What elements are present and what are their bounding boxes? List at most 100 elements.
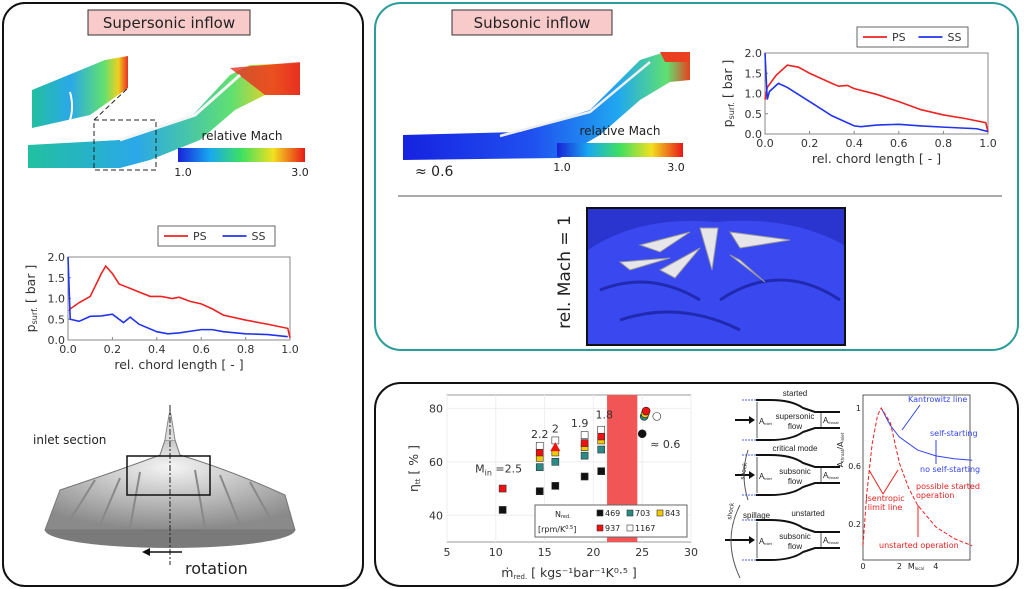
nozzle-flow-label: flow [788, 477, 802, 486]
shock-wave [743, 449, 749, 501]
rotation-label: rotation [185, 559, 248, 578]
x-tick-label: 5 [444, 546, 451, 559]
y-tick-label: 0.6 [848, 462, 861, 471]
x-tick-label: 0.6 [890, 137, 908, 150]
x-tick-label: 0 [860, 562, 865, 571]
y-axis-label: ηtt [ % ] [406, 445, 422, 492]
y-tick-label: 0.0 [745, 128, 763, 141]
shock-wave [730, 504, 741, 579]
data-point-937 [580, 439, 589, 447]
possible-operation-label-2: operation [916, 491, 954, 500]
legend-label-ss: SS [948, 31, 962, 44]
series-line-ps [68, 264, 291, 339]
x-tick-label: 0.4 [148, 343, 166, 356]
x-tick-label: 2 [897, 562, 902, 571]
series-line-ss [764, 52, 989, 133]
x-tick-label: 1.0 [281, 343, 299, 356]
a-inlet-label: Ainlet [759, 472, 773, 481]
inlet-section-box [126, 455, 211, 496]
y-tick-label: 1.5 [48, 272, 66, 285]
legend-title: Nred. [555, 510, 571, 520]
subsonic-colorbar-label: relative Mach [580, 124, 661, 138]
data-point-703 [580, 451, 589, 460]
legend-unit: [rpm/K0.5] [538, 525, 576, 534]
isentropic-pointer-arrows [868, 469, 899, 495]
nozzle-upper-wall [756, 399, 840, 413]
data-point-circle [637, 429, 647, 439]
annotation-label: Min =2.5 [475, 463, 522, 478]
x-axis-label: rel. chord length [ - ] [114, 357, 243, 372]
data-point-1167 [580, 431, 589, 439]
data-point-469 [535, 487, 544, 496]
subsonic-colorbar-min: 1.0 [553, 161, 571, 174]
y-tick-label: 2.0 [48, 251, 66, 264]
annotation-label: 2 [552, 422, 559, 435]
subsonic-title: Subsonic inflow [474, 14, 591, 32]
x-tick-label: 0.0 [756, 137, 774, 150]
x-tick-label: 0.6 [192, 343, 210, 356]
self-starting-label: self-starting [930, 429, 978, 438]
supersonic-title-box [87, 9, 251, 36]
subsonic-pressure-chart: 0.0 0.2 0.4 0.6 0.8 1.0 0.0 0.5 1.0 1.5 2.0 rel. ch… [720, 26, 997, 166]
y-tick-label: 1.0 [745, 88, 763, 101]
kantrowitz-label: Kantrowitz line [908, 395, 967, 404]
data-point-1167 [535, 441, 544, 450]
legend-box [157, 225, 276, 247]
nozzle-lower-wall [756, 482, 840, 496]
supersonic-colorbar-min: 1.0 [174, 166, 192, 179]
kantrowitz-line [880, 407, 973, 461]
x-tick-label: 20 [586, 546, 600, 559]
y-axis-label: psurf. [ bar ] [23, 265, 39, 333]
y-tick-label: 2.0 [745, 47, 763, 60]
data-point-469 [580, 472, 589, 481]
y-tick-label: 1.5 [745, 67, 763, 80]
legend-label-937: 937 [605, 524, 620, 533]
isentropic-limit-line [862, 406, 973, 547]
supersonic-cfd-contour [28, 56, 300, 171]
isentropic-label-2: limit line [868, 503, 903, 512]
x-tick-label: 1.0 [979, 137, 997, 150]
legend-swatch-843 [656, 509, 664, 517]
subsonic-title-box [451, 9, 613, 36]
nozzle-lower-wall [756, 547, 840, 561]
data-point-469 [498, 506, 507, 514]
x-axis-label: rel. chord length [ - ] [812, 151, 941, 166]
x-tick-label: 25 [635, 546, 649, 559]
x-tick-label: 0.4 [845, 137, 863, 150]
unstarted-operation-label: unstarted operation [879, 541, 959, 550]
x-tick-label: 0.0 [59, 343, 77, 356]
legend-label-ps: PS [193, 230, 207, 243]
y-tick-label: 60 [429, 456, 443, 469]
flow-arrowhead-icon [749, 471, 755, 479]
y-axis-label: psurf. [ bar ] [720, 60, 736, 128]
nozzle-flow-label: flow [788, 542, 802, 551]
possible-operation-label-1: possible started [916, 482, 980, 491]
annotation-label: 1.8 [595, 409, 613, 422]
subsonic-mach-annotation: ≈ 0.6 [415, 164, 454, 180]
isentropic-label-1: isentropic [865, 494, 904, 503]
data-point-703 [551, 458, 560, 466]
plot-area [67, 256, 291, 341]
nozzle-flow-label: flow [788, 422, 802, 431]
y-tick-label: 0.5 [48, 313, 66, 326]
series-line-ss [67, 256, 288, 338]
rotation-arrow-icon [142, 548, 150, 556]
legend-swatch-469 [596, 509, 604, 517]
subsonic-cfd-contour [403, 52, 690, 160]
nozzle-flow-label: supersonic [776, 412, 815, 421]
supersonic-colorbar-max: 3.0 [291, 166, 309, 179]
no-self-starting-label: no self-starting [920, 465, 980, 474]
flow-arrowhead-icon [749, 536, 755, 544]
nozzle-flow-label: subsonic [779, 467, 811, 476]
kantrowitz-pointer-arrow [901, 404, 921, 431]
supersonic-colorbar-label: relative Mach [202, 129, 283, 143]
legend-box [856, 26, 969, 48]
y-tick-label: 0.0 [48, 334, 66, 347]
x-tick-label: 4 [933, 562, 938, 571]
a-inlet-label: Ainlet [759, 537, 773, 546]
x-tick-label: 0.8 [237, 343, 255, 356]
